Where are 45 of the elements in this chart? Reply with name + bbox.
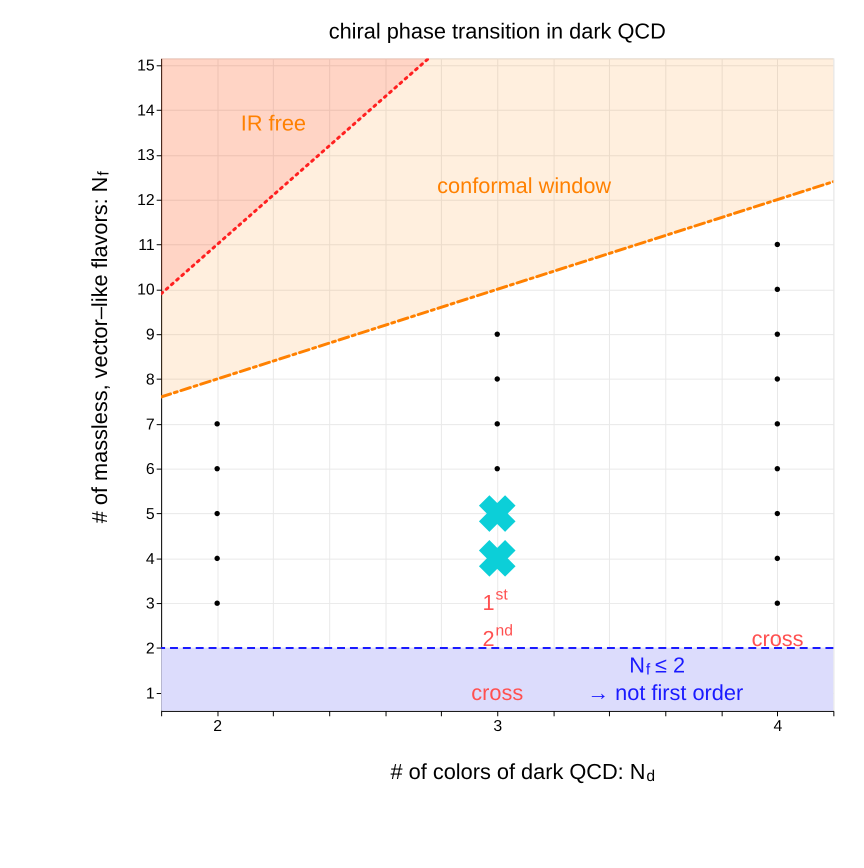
y-tick-label: 9 xyxy=(146,326,155,344)
annotation: cross xyxy=(471,680,524,706)
point xyxy=(494,421,500,427)
chart-title: chiral phase transition in dark QCD xyxy=(328,18,666,44)
y-tick-label: 14 xyxy=(137,102,155,120)
annotation: conformal window xyxy=(437,173,612,198)
annotation: → not first order xyxy=(587,680,744,706)
y-tick-label: 4 xyxy=(146,550,155,568)
point xyxy=(214,510,220,516)
y-axis-title: # of massless, vector–like flavors: Nf xyxy=(86,170,113,524)
y-tick-label: 2 xyxy=(146,640,155,658)
x-tick-label: 4 xyxy=(773,718,782,736)
x-tick-label: 3 xyxy=(493,718,502,736)
y-tick-label: 7 xyxy=(146,416,155,434)
point xyxy=(774,510,780,516)
point xyxy=(214,421,220,427)
y-tick-label: 8 xyxy=(146,371,155,388)
point xyxy=(214,466,220,472)
y-tick-label: 13 xyxy=(137,147,155,164)
point xyxy=(774,466,780,472)
point xyxy=(478,540,516,577)
point xyxy=(494,376,500,382)
point xyxy=(478,495,516,532)
point xyxy=(774,242,780,248)
y-tick-label: 1 xyxy=(146,685,155,702)
point xyxy=(774,556,780,562)
y-tick-label: 10 xyxy=(137,282,155,299)
y-tick-label: 3 xyxy=(146,596,155,613)
point xyxy=(214,600,220,606)
point xyxy=(774,331,780,337)
y-tick-label: 6 xyxy=(146,461,155,478)
point xyxy=(774,600,780,606)
point xyxy=(774,376,780,382)
y-tick-label: 15 xyxy=(137,58,155,75)
point xyxy=(214,556,220,562)
annotation: IR free xyxy=(240,110,306,136)
point xyxy=(494,466,500,472)
annotation: cross xyxy=(752,626,804,651)
x-tick-label: 2 xyxy=(213,718,222,736)
point xyxy=(494,331,500,337)
y-tick-label: 12 xyxy=(137,192,155,210)
point xyxy=(774,421,780,427)
y-tick-label: 11 xyxy=(138,236,155,254)
y-tick-label: 5 xyxy=(146,506,155,523)
point xyxy=(774,286,780,292)
